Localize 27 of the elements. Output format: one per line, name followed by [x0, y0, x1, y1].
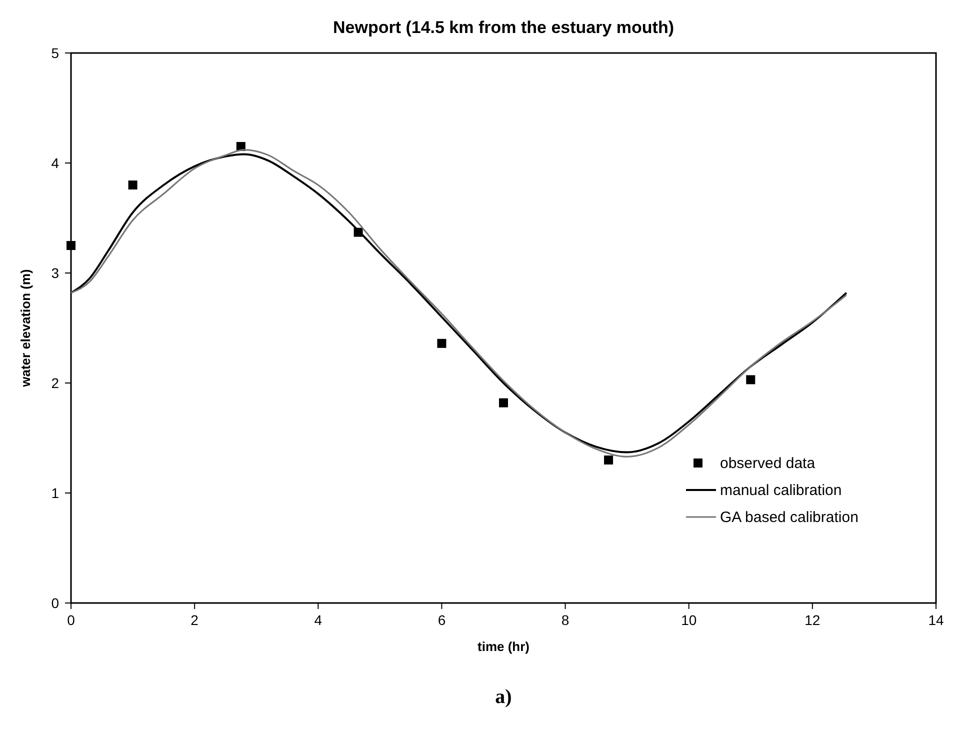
x-tick-label: 0	[67, 612, 76, 628]
x-tick-label: 2	[190, 612, 199, 628]
y-axis-title: water elevation (m)	[18, 269, 33, 388]
point	[604, 456, 614, 464]
legend-label: manual calibration	[720, 482, 842, 499]
x-tick-label: 8	[561, 612, 570, 628]
y-tick-label: 4	[51, 155, 60, 171]
y-tick-label: 2	[51, 375, 60, 391]
legend-label: observed data	[720, 455, 816, 472]
x-axis-title: time (hr)	[478, 639, 530, 654]
chart-title: Newport (14.5 km from the estuary mouth)	[332, 18, 674, 37]
y-tick-label: 1	[51, 485, 60, 501]
x-tick-label: 14	[928, 612, 944, 628]
x-tick-label: 6	[438, 612, 446, 628]
x-tick-label: 10	[681, 612, 697, 628]
x-tick-label: 12	[804, 612, 820, 628]
text: a)	[495, 686, 512, 708]
y-tick-label: 0	[51, 595, 60, 611]
y-tick-label: 5	[51, 45, 60, 61]
point	[66, 241, 76, 250]
legend-label: GA based calibration	[720, 509, 858, 526]
point	[746, 375, 756, 384]
point	[437, 338, 446, 348]
point	[499, 398, 508, 408]
point	[128, 180, 138, 190]
x-tick-label: 4	[314, 612, 322, 628]
y-tick-label: 3	[51, 265, 60, 281]
